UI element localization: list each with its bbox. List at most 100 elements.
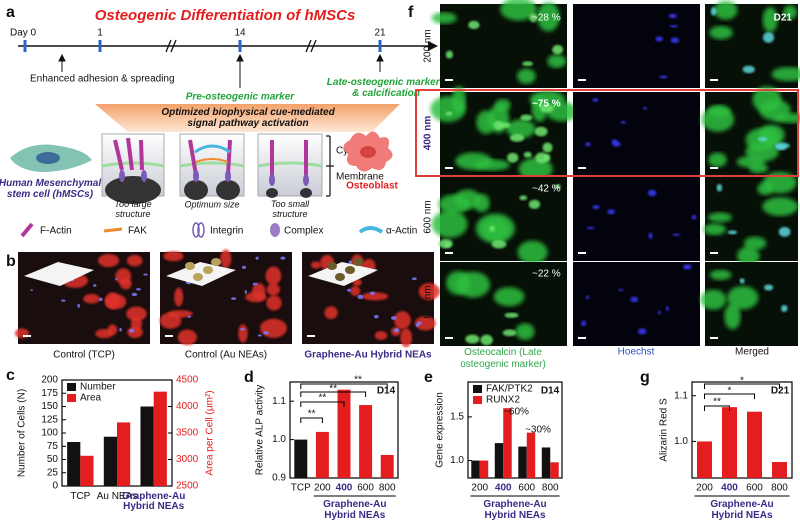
x-tick-label: 400 [721,483,738,494]
legend-label: FAK [128,226,147,237]
y2-tick-label: 3000 [176,454,199,465]
legend-label: FAK/PTK2 [486,384,533,395]
event-label: Pre-osteogenic marker [186,92,295,103]
cell [493,120,504,130]
cell [515,323,535,340]
annotation: ** [354,375,362,386]
significance-bracket [704,383,780,389]
cell [465,334,480,344]
x-tick-label: 800 [542,483,559,494]
significance-bracket [300,391,367,397]
bar [359,405,373,478]
y-axis-label: Relative ALP activity [255,385,266,475]
event-label: Late-osteogenic markers & calcification [327,77,446,99]
cell [517,68,536,84]
cell [581,320,587,326]
cell [758,124,785,146]
structure-label: Too large structure [114,199,151,219]
cell [361,292,389,301]
cell [586,226,595,230]
significance-bracket [300,417,323,423]
micrographs-b [14,249,440,348]
image-caption: Control (TCP) [53,350,115,361]
x-tick-label: TCP [70,491,90,502]
legend-label: Area [80,393,102,404]
cell [438,239,453,249]
cell [683,264,692,270]
x-tick-label: 400 [336,483,353,494]
cell [187,315,191,318]
cell [445,111,453,116]
cell [745,142,779,162]
row-label: 400 nm [423,116,434,151]
cell [239,328,246,331]
cell [783,5,798,20]
cell [324,306,338,320]
day-label: D21 [774,13,793,24]
bar [722,407,737,478]
legend-label: Integrin [210,226,243,237]
cell [374,331,388,340]
y-tick-label: 1.0 [674,436,688,447]
scale-bar [165,335,173,337]
cell [714,0,738,20]
cell [128,328,135,333]
scale-bar [710,252,718,254]
cell [739,278,745,284]
scale-bar [710,79,718,81]
scale-bar [445,252,453,254]
cell [540,104,554,113]
cell [415,323,420,327]
cell [500,0,537,21]
cell [266,283,281,296]
cell [83,293,100,304]
cell [700,289,727,310]
cell [347,288,352,292]
cell [127,326,143,339]
x-tick-label: 600 [518,483,535,494]
x-tick-label: 200 [471,483,488,494]
osteoblast-icon [343,131,393,172]
bar [117,422,131,486]
cell [703,223,726,236]
timeline-label: 1 [97,28,103,39]
cell [242,265,247,269]
y-tick-label: 200 [41,375,58,386]
scale-bar [710,167,718,169]
y-tick-label: 75 [47,441,59,452]
significance-bracket [704,393,755,399]
annotation: ** [329,384,337,395]
bar [153,391,167,486]
nanostructure [327,262,337,270]
y-tick-label: 1.5 [450,412,464,423]
cell [774,142,790,149]
plot-frame [467,381,563,479]
cell [716,183,723,192]
cell [522,61,534,67]
cell [177,329,197,346]
cell [669,24,678,28]
y-tick-label: 0.9 [272,473,286,484]
stem-cell-icon [10,144,92,172]
cell [131,292,138,297]
x-tick-label: 400 [495,483,512,494]
image-bg [573,4,700,88]
cell [691,214,697,220]
group-label: Graphene-Au Hybrid NEAs [323,499,386,521]
cell [411,277,417,281]
x-tick-label: Au NEAs [97,491,138,502]
annotation: ~30% [525,425,551,436]
bar [518,446,527,478]
micrographs-f [430,0,800,346]
cell [642,106,648,110]
cell [473,193,490,213]
cell [61,299,66,302]
cell [468,20,480,30]
cell [475,213,515,244]
cell [618,288,624,292]
cell [393,328,400,333]
cell [280,256,286,260]
nanostructure [185,262,195,270]
scale-bar [578,252,586,254]
cell [547,54,567,68]
